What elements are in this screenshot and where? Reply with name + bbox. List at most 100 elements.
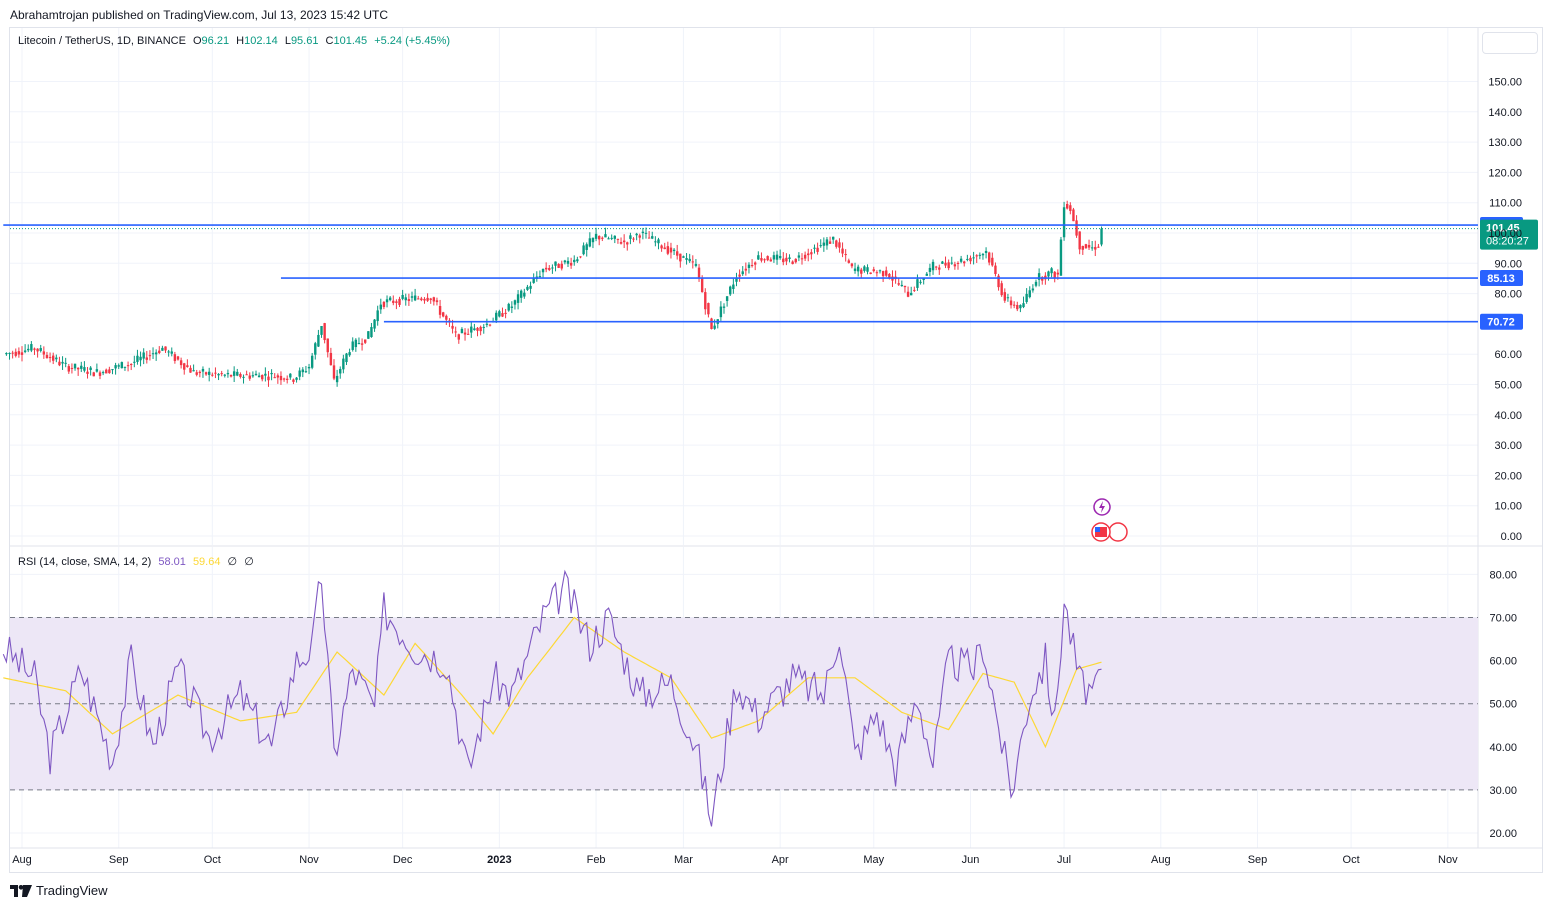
- candle-body: [1100, 228, 1103, 245]
- candle-body: [179, 360, 183, 366]
- time-tick-label: Nov: [299, 854, 319, 866]
- candle-body: [323, 323, 326, 341]
- candle-body: [585, 244, 588, 250]
- candle-body: [473, 328, 476, 331]
- candle-body: [198, 371, 202, 374]
- candle-body: [498, 311, 501, 317]
- candle-body: [925, 273, 928, 276]
- candle-body: [1037, 273, 1041, 280]
- candle-body: [566, 260, 570, 264]
- candle-body: [220, 373, 223, 375]
- candle-body: [763, 259, 766, 261]
- candle-body: [694, 263, 698, 266]
- price-tick-label: 30.00: [1494, 440, 1522, 452]
- candle-body: [576, 259, 579, 262]
- candle-body: [195, 372, 198, 375]
- candle-body: [126, 365, 130, 367]
- candle-body: [669, 247, 673, 253]
- candle-body: [1069, 205, 1072, 211]
- candle-body: [117, 365, 120, 367]
- candle-body: [482, 326, 485, 328]
- candle-body: [1003, 292, 1006, 301]
- rsi-line: [2, 569, 1102, 827]
- candle-body: [906, 291, 910, 297]
- candle-body: [910, 292, 913, 296]
- candle-body: [55, 357, 58, 360]
- symbol-title[interactable]: Litecoin / TetherUS, 1D, BINANCE: [18, 35, 186, 47]
- candle-body: [466, 333, 470, 335]
- candle-body: [1097, 246, 1100, 248]
- rsi-legend: RSI (14, close, SMA, 14, 2) 58.01 59.64 …: [18, 555, 258, 568]
- candle-body: [563, 260, 567, 263]
- candle-body: [916, 279, 919, 288]
- candle-body: [866, 267, 869, 272]
- rsi-title[interactable]: RSI (14, close, SMA, 14, 2): [18, 556, 152, 568]
- rsi-sma-value: 59.64: [192, 556, 221, 568]
- candle-body: [201, 368, 205, 372]
- candle-body: [1062, 207, 1066, 238]
- candle-body: [217, 373, 220, 376]
- candle-body: [778, 255, 782, 259]
- candle-body: [470, 326, 473, 333]
- candle-body: [395, 301, 398, 303]
- candle-body: [376, 310, 379, 322]
- candle-body: [208, 371, 211, 375]
- price-tick-label: 50.00: [1494, 380, 1522, 392]
- candle-body: [841, 248, 844, 254]
- candle-body: [813, 247, 816, 249]
- candle-body: [148, 355, 152, 357]
- candle-body: [73, 363, 77, 369]
- candle-body: [897, 283, 900, 285]
- level-label-bg: [1480, 270, 1523, 287]
- candle-body: [510, 306, 514, 308]
- candle-body: [810, 252, 813, 255]
- candle-body: [173, 354, 177, 361]
- chart-frame: [9, 27, 1543, 873]
- candle-body: [488, 324, 492, 326]
- candle-body: [660, 245, 663, 249]
- candle-body: [988, 252, 991, 263]
- candle-body: [426, 297, 429, 301]
- chart-settings-button[interactable]: [1482, 32, 1538, 54]
- candle-body: [541, 269, 545, 273]
- candle-body: [463, 332, 467, 335]
- candle-body: [442, 312, 445, 317]
- candle-body: [638, 235, 641, 238]
- candle-body: [972, 257, 975, 259]
- candle-body: [27, 348, 30, 351]
- candle-body: [666, 246, 670, 254]
- candle-body: [791, 261, 794, 265]
- candle-body: [679, 253, 682, 262]
- candle-body: [544, 267, 548, 270]
- candle-body: [360, 343, 364, 345]
- time-tick-label: Nov: [1438, 854, 1458, 866]
- candle-body: [1034, 281, 1038, 286]
- candle-body: [991, 257, 994, 266]
- candle-body: [460, 328, 464, 334]
- candle-body: [594, 233, 598, 239]
- lightning-glyph: [1099, 501, 1105, 513]
- candle-body: [495, 312, 498, 321]
- level-label-85.13: 85.13: [1480, 270, 1523, 287]
- candle-body: [619, 242, 623, 244]
- candle-body: [978, 254, 982, 256]
- rsi-value-empty-2: ∅: [244, 556, 254, 568]
- candle-body: [273, 377, 276, 379]
- candle-body: [142, 352, 145, 359]
- candle-body: [145, 357, 148, 360]
- rsi-tick-label: 80.00: [1489, 569, 1517, 581]
- candle-body: [98, 372, 102, 376]
- time-tick-label: Oct: [204, 854, 221, 866]
- candle-body: [903, 285, 907, 288]
- candle-body: [186, 365, 189, 368]
- candle-body: [863, 266, 866, 271]
- candle-body: [1059, 239, 1063, 276]
- candle-body: [326, 338, 329, 353]
- footer-brand: TradingView: [36, 883, 108, 898]
- candle-body: [36, 348, 39, 352]
- candle-body: [164, 346, 167, 351]
- candle-body: [676, 251, 679, 256]
- candle-body: [975, 255, 978, 257]
- candle-body: [154, 352, 158, 355]
